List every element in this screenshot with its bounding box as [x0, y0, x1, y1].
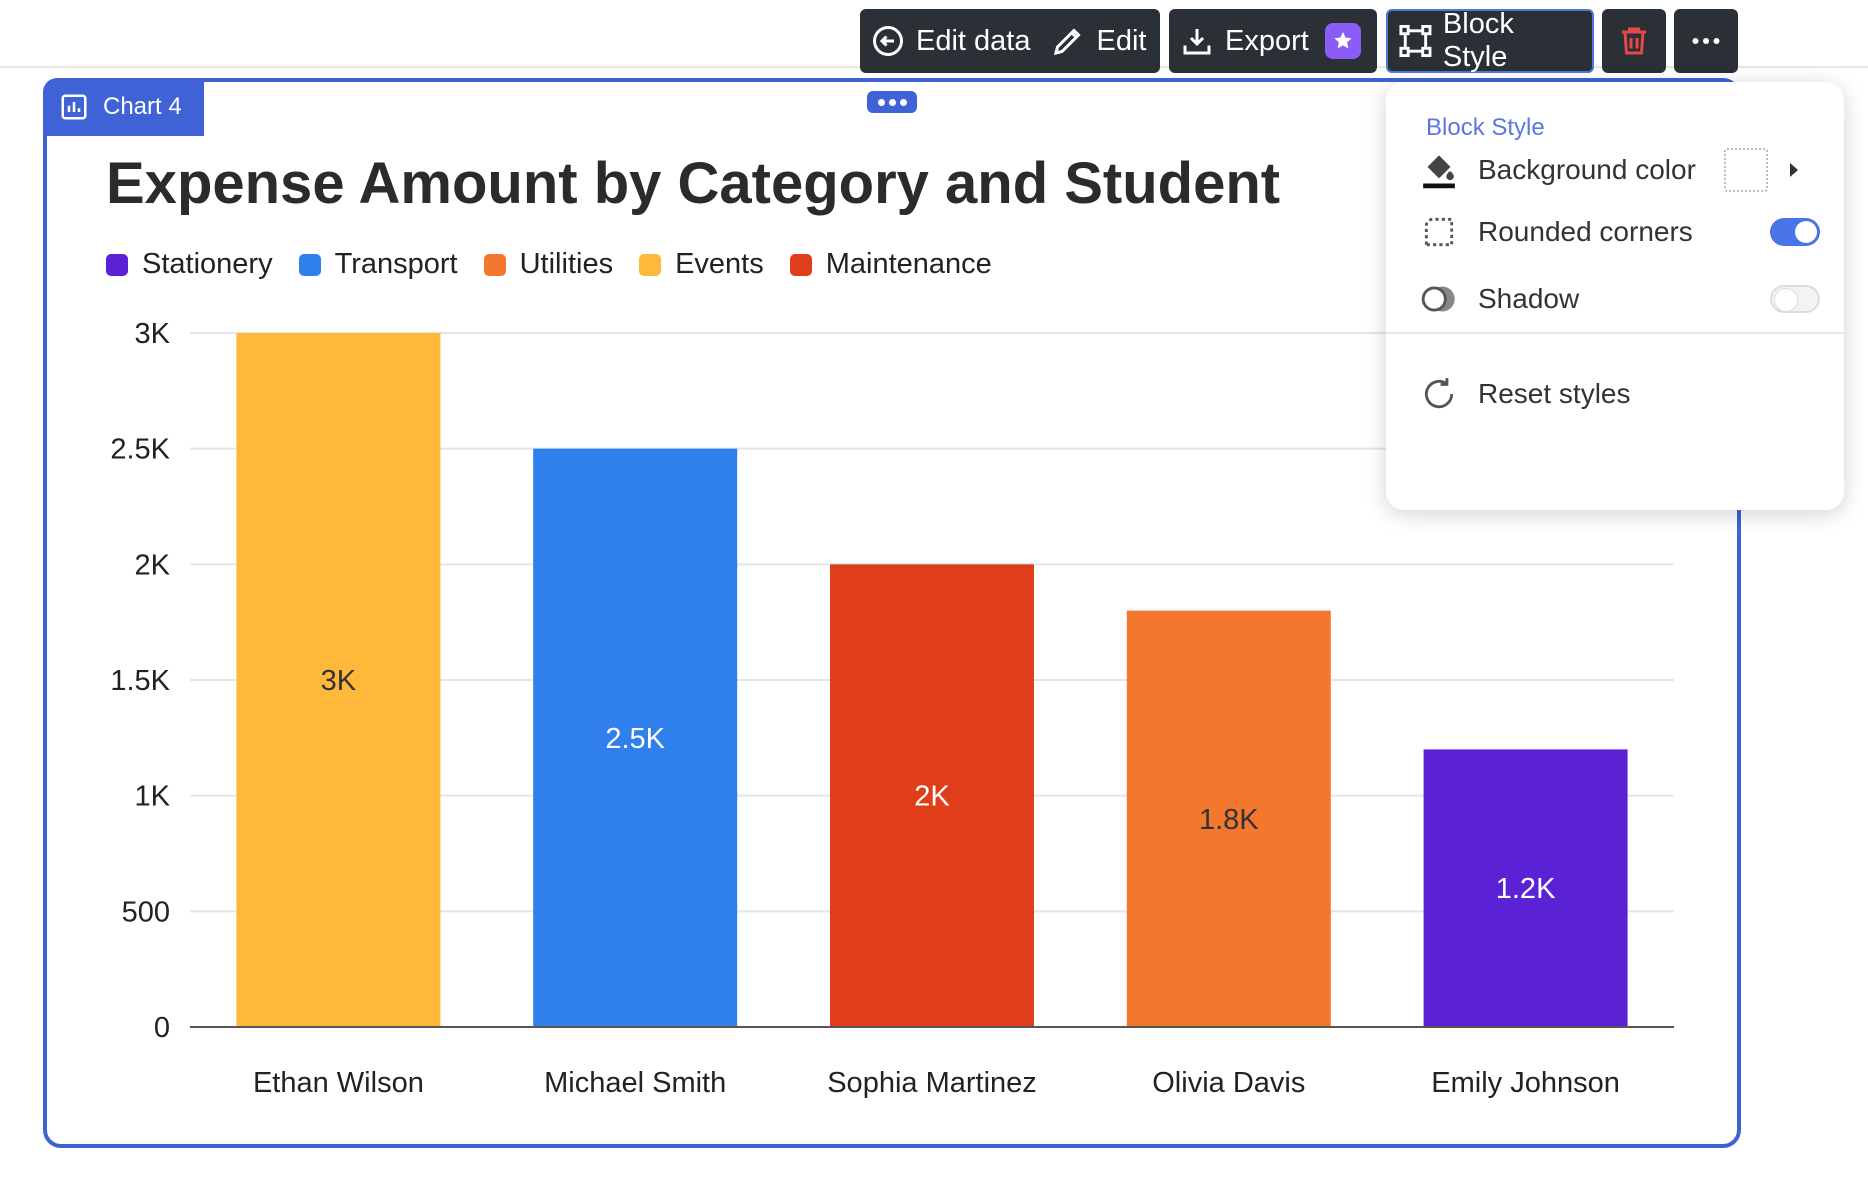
bar[interactable] [830, 564, 1034, 1027]
reset-icon [1424, 378, 1454, 409]
chart-tag[interactable]: Chart 4 [43, 78, 204, 136]
y-tick-label: 500 [122, 896, 170, 928]
block-frame-icon [1399, 25, 1432, 57]
legend-swatch [106, 253, 128, 276]
premium-badge [1324, 23, 1361, 59]
rounded-corners-row[interactable]: Rounded corners [1420, 207, 1820, 257]
legend-item[interactable]: Maintenance [789, 248, 992, 281]
legend-swatch [789, 253, 812, 276]
chart-legend: Stationery Transport Utilities Events Mainte… [106, 248, 1018, 281]
bar[interactable] [1126, 610, 1331, 1027]
edit-label: Edit [1096, 24, 1147, 57]
legend-swatch [639, 253, 662, 276]
delete-toolbar-group [1602, 9, 1666, 73]
x-tick-label: Michael Smith [544, 1067, 726, 1099]
star-icon [1334, 32, 1352, 49]
menu-divider [1386, 332, 1844, 334]
x-tick-label: Sophia Martinez [827, 1067, 1037, 1099]
shadow-label: Shadow [1478, 283, 1580, 314]
rounded-corners-label: Rounded corners [1478, 216, 1693, 247]
y-tick-label: 2.5K [110, 434, 170, 466]
legend-label: Transport [334, 248, 458, 280]
legend-item[interactable]: Transport [298, 248, 458, 281]
bar-value-label: 1.2K [1496, 873, 1556, 905]
export-button[interactable]: Export [1169, 9, 1371, 73]
bar-value-label: 3K [321, 665, 357, 697]
bar[interactable] [1423, 749, 1628, 1027]
paint-bucket-icon [1423, 155, 1455, 189]
rounded-corners-toggle[interactable] [1770, 218, 1820, 246]
block-style-menu: Block Style Background color Rounded cor… [1386, 82, 1844, 510]
legend-item[interactable]: Stationery [106, 248, 273, 281]
rounded-corners-icon [1424, 217, 1454, 247]
edit-toolbar-group: Edit data Edit [860, 9, 1160, 73]
shadow-toggle[interactable] [1770, 285, 1820, 313]
download-icon [1183, 29, 1211, 55]
legend-item[interactable]: Events [639, 248, 764, 281]
edit-data-icon [873, 26, 903, 56]
block-style-label: Block Style [1442, 8, 1514, 73]
delete-button[interactable] [1606, 9, 1662, 73]
bar[interactable] [236, 333, 441, 1027]
x-tick-label: Olivia Davis [1152, 1067, 1305, 1099]
bar-value-label: 2K [914, 781, 950, 813]
y-tick-label: 1K [135, 781, 171, 813]
legend-label: Stationery [142, 248, 273, 280]
x-tick-label: Ethan Wilson [253, 1067, 424, 1099]
bar[interactable] [533, 448, 738, 1028]
edit-data-label: Edit data [916, 24, 1031, 57]
edit-button[interactable]: Edit [1040, 9, 1156, 73]
bar-chart-icon [61, 94, 87, 120]
legend-label: Events [675, 248, 764, 280]
chart-tag-label: Chart 4 [103, 93, 182, 120]
legend-item[interactable]: Utilities [483, 248, 614, 281]
more-options-button[interactable] [1678, 9, 1734, 73]
background-color-swatch[interactable] [1724, 148, 1768, 192]
more-horizontal-icon [1692, 38, 1720, 44]
bar-value-label: 2.5K [605, 723, 665, 755]
shadow-row[interactable]: Shadow [1420, 274, 1820, 324]
trash-icon [1622, 27, 1646, 55]
background-color-row[interactable]: Background color [1420, 145, 1820, 195]
reset-styles-row[interactable]: Reset styles [1420, 369, 1820, 419]
y-tick-label: 0 [154, 1012, 170, 1044]
export-toolbar-group: Export [1169, 9, 1377, 73]
export-label: Export [1225, 24, 1309, 57]
legend-label: Maintenance [825, 248, 992, 280]
more-toolbar-group [1674, 9, 1738, 73]
block-style-button[interactable]: Block Style [1388, 8, 1592, 73]
drag-handle[interactable] [867, 91, 917, 113]
legend-label: Utilities [519, 248, 614, 280]
reset-styles-label: Reset styles [1478, 378, 1631, 409]
y-tick-label: 1.5K [110, 665, 170, 697]
legend-swatch [298, 253, 321, 276]
legend-swatch [483, 253, 506, 276]
x-tick-label: Emily Johnson [1431, 1067, 1620, 1099]
shadow-icon [1421, 286, 1455, 312]
pencil-icon [1054, 28, 1082, 56]
bar-value-label: 1.8K [1199, 804, 1259, 836]
block-style-menu-header: Block Style [1426, 114, 1545, 141]
block-style-toolbar-group: Block Style [1386, 8, 1594, 73]
caret-right-icon[interactable] [1790, 163, 1798, 177]
y-tick-label: 2K [135, 549, 171, 581]
chart-title: Expense Amount by Category and Student [106, 151, 1281, 216]
edit-data-button[interactable]: Edit data [860, 9, 1040, 73]
background-color-label: Background color [1478, 154, 1696, 185]
y-tick-label: 3K [135, 318, 171, 350]
